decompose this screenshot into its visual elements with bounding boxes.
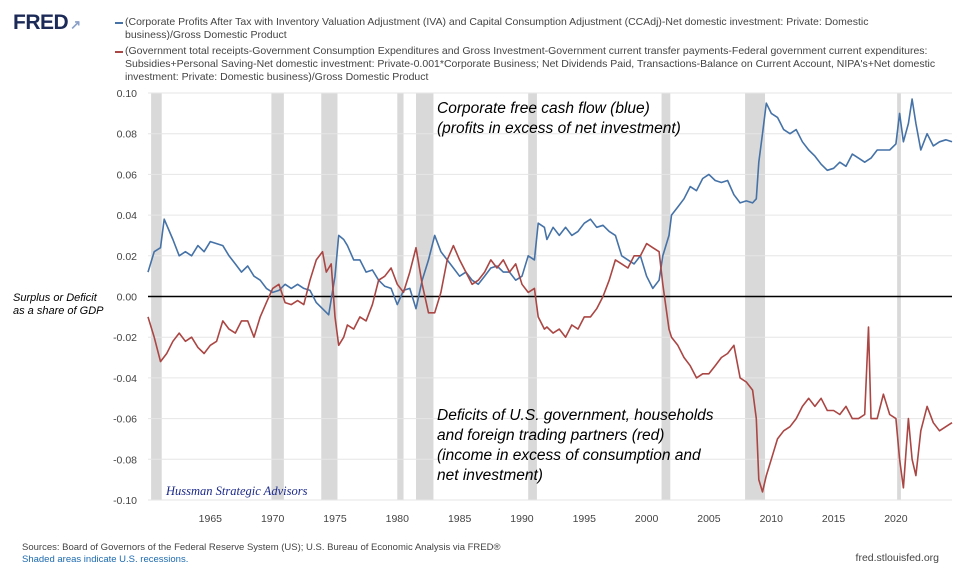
y-tick-label-9: -0.08 xyxy=(113,454,137,466)
y-tick-label-7: -0.04 xyxy=(113,373,137,385)
x-tick-label-7: 2000 xyxy=(635,513,659,525)
red-annotation-line3: (income in excess of consumption and xyxy=(437,447,702,464)
series-lines xyxy=(147,98,953,493)
legend-swatch-blue xyxy=(115,22,123,24)
x-tick-label-5: 1990 xyxy=(510,513,534,525)
chart-header: FRED ↗ (Corporate Profits After Tax with … xyxy=(0,0,970,90)
y-tick-label-1: 0.08 xyxy=(117,129,138,141)
credit-annotation: Hussman Strategic Advisors xyxy=(165,484,308,498)
footer-site-link[interactable]: fred.stlouisfed.org xyxy=(855,552,939,564)
y-tick-label-10: -0.10 xyxy=(113,495,137,507)
legend-entry-blue: (Corporate Profits After Tax with Invent… xyxy=(115,16,945,42)
series-line-blue xyxy=(147,98,953,316)
y-tick-label-8: -0.06 xyxy=(113,414,137,426)
x-tick-label-4: 1985 xyxy=(448,513,472,525)
y-axis: 0.10 0.08 0.06 0.04 0.02 0.00 -0.02 -0.04 -0.06 -… xyxy=(113,88,137,507)
legend-swatch-red xyxy=(115,51,123,53)
y-tick-label-5: 0.00 xyxy=(117,292,138,304)
y-tick-label-2: 0.06 xyxy=(117,169,138,181)
x-tick-label-1: 1970 xyxy=(261,513,285,525)
zero-annotation-line1: Surplus or Deficit xyxy=(13,292,98,304)
legend-label-blue: (Corporate Profits After Tax with Invent… xyxy=(125,16,869,41)
footer-shaded-note[interactable]: Shaded areas indicate U.S. recessions. xyxy=(22,554,189,565)
blue-annotation-line2: (profits in excess of net investment) xyxy=(437,120,681,137)
red-annotation-line4: net investment) xyxy=(437,467,543,484)
legend-entry-red: (Government total receipts-Government Co… xyxy=(115,45,945,84)
x-tick-label-9: 2010 xyxy=(760,513,784,525)
series-line-red xyxy=(147,242,953,493)
x-tick-label-10: 2015 xyxy=(822,513,846,525)
fred-logo[interactable]: FRED ↗ xyxy=(13,11,81,35)
footer-sources: Sources: Board of Governors of the Feder… xyxy=(22,542,501,553)
x-axis: 1965 1970 1975 1980 1985 1990 1995 2000 2005 2010… xyxy=(199,513,908,525)
x-tick-label-2: 1975 xyxy=(323,513,347,525)
x-tick-label-11: 2020 xyxy=(884,513,908,525)
red-annotation-line2: and foreign trading partners (red) xyxy=(437,427,664,444)
y-tick-label-4: 0.02 xyxy=(117,251,138,263)
fred-logo-text: FRED xyxy=(13,11,69,34)
blue-annotation-line1: Corporate free cash flow (blue) xyxy=(437,100,650,117)
x-tick-label-3: 1980 xyxy=(386,513,410,525)
chart-plot[interactable]: 0.10 0.08 0.06 0.04 0.02 0.00 -0.02 -0.04 -0.06 -… xyxy=(0,0,970,540)
zero-annotation-line2: as a share of GDP xyxy=(13,305,104,317)
y-tick-label-6: -0.02 xyxy=(113,332,137,344)
x-tick-label-0: 1965 xyxy=(199,513,223,525)
y-tick-label-3: 0.04 xyxy=(117,210,138,222)
legend-label-red: (Government total receipts-Government Co… xyxy=(125,45,936,83)
y-tick-label-0: 0.10 xyxy=(117,88,138,100)
x-tick-label-6: 1995 xyxy=(573,513,597,525)
red-annotation-line1: Deficits of U.S. government, households xyxy=(437,407,714,424)
sparkline-icon: ↗ xyxy=(70,17,81,32)
x-tick-label-8: 2005 xyxy=(697,513,721,525)
